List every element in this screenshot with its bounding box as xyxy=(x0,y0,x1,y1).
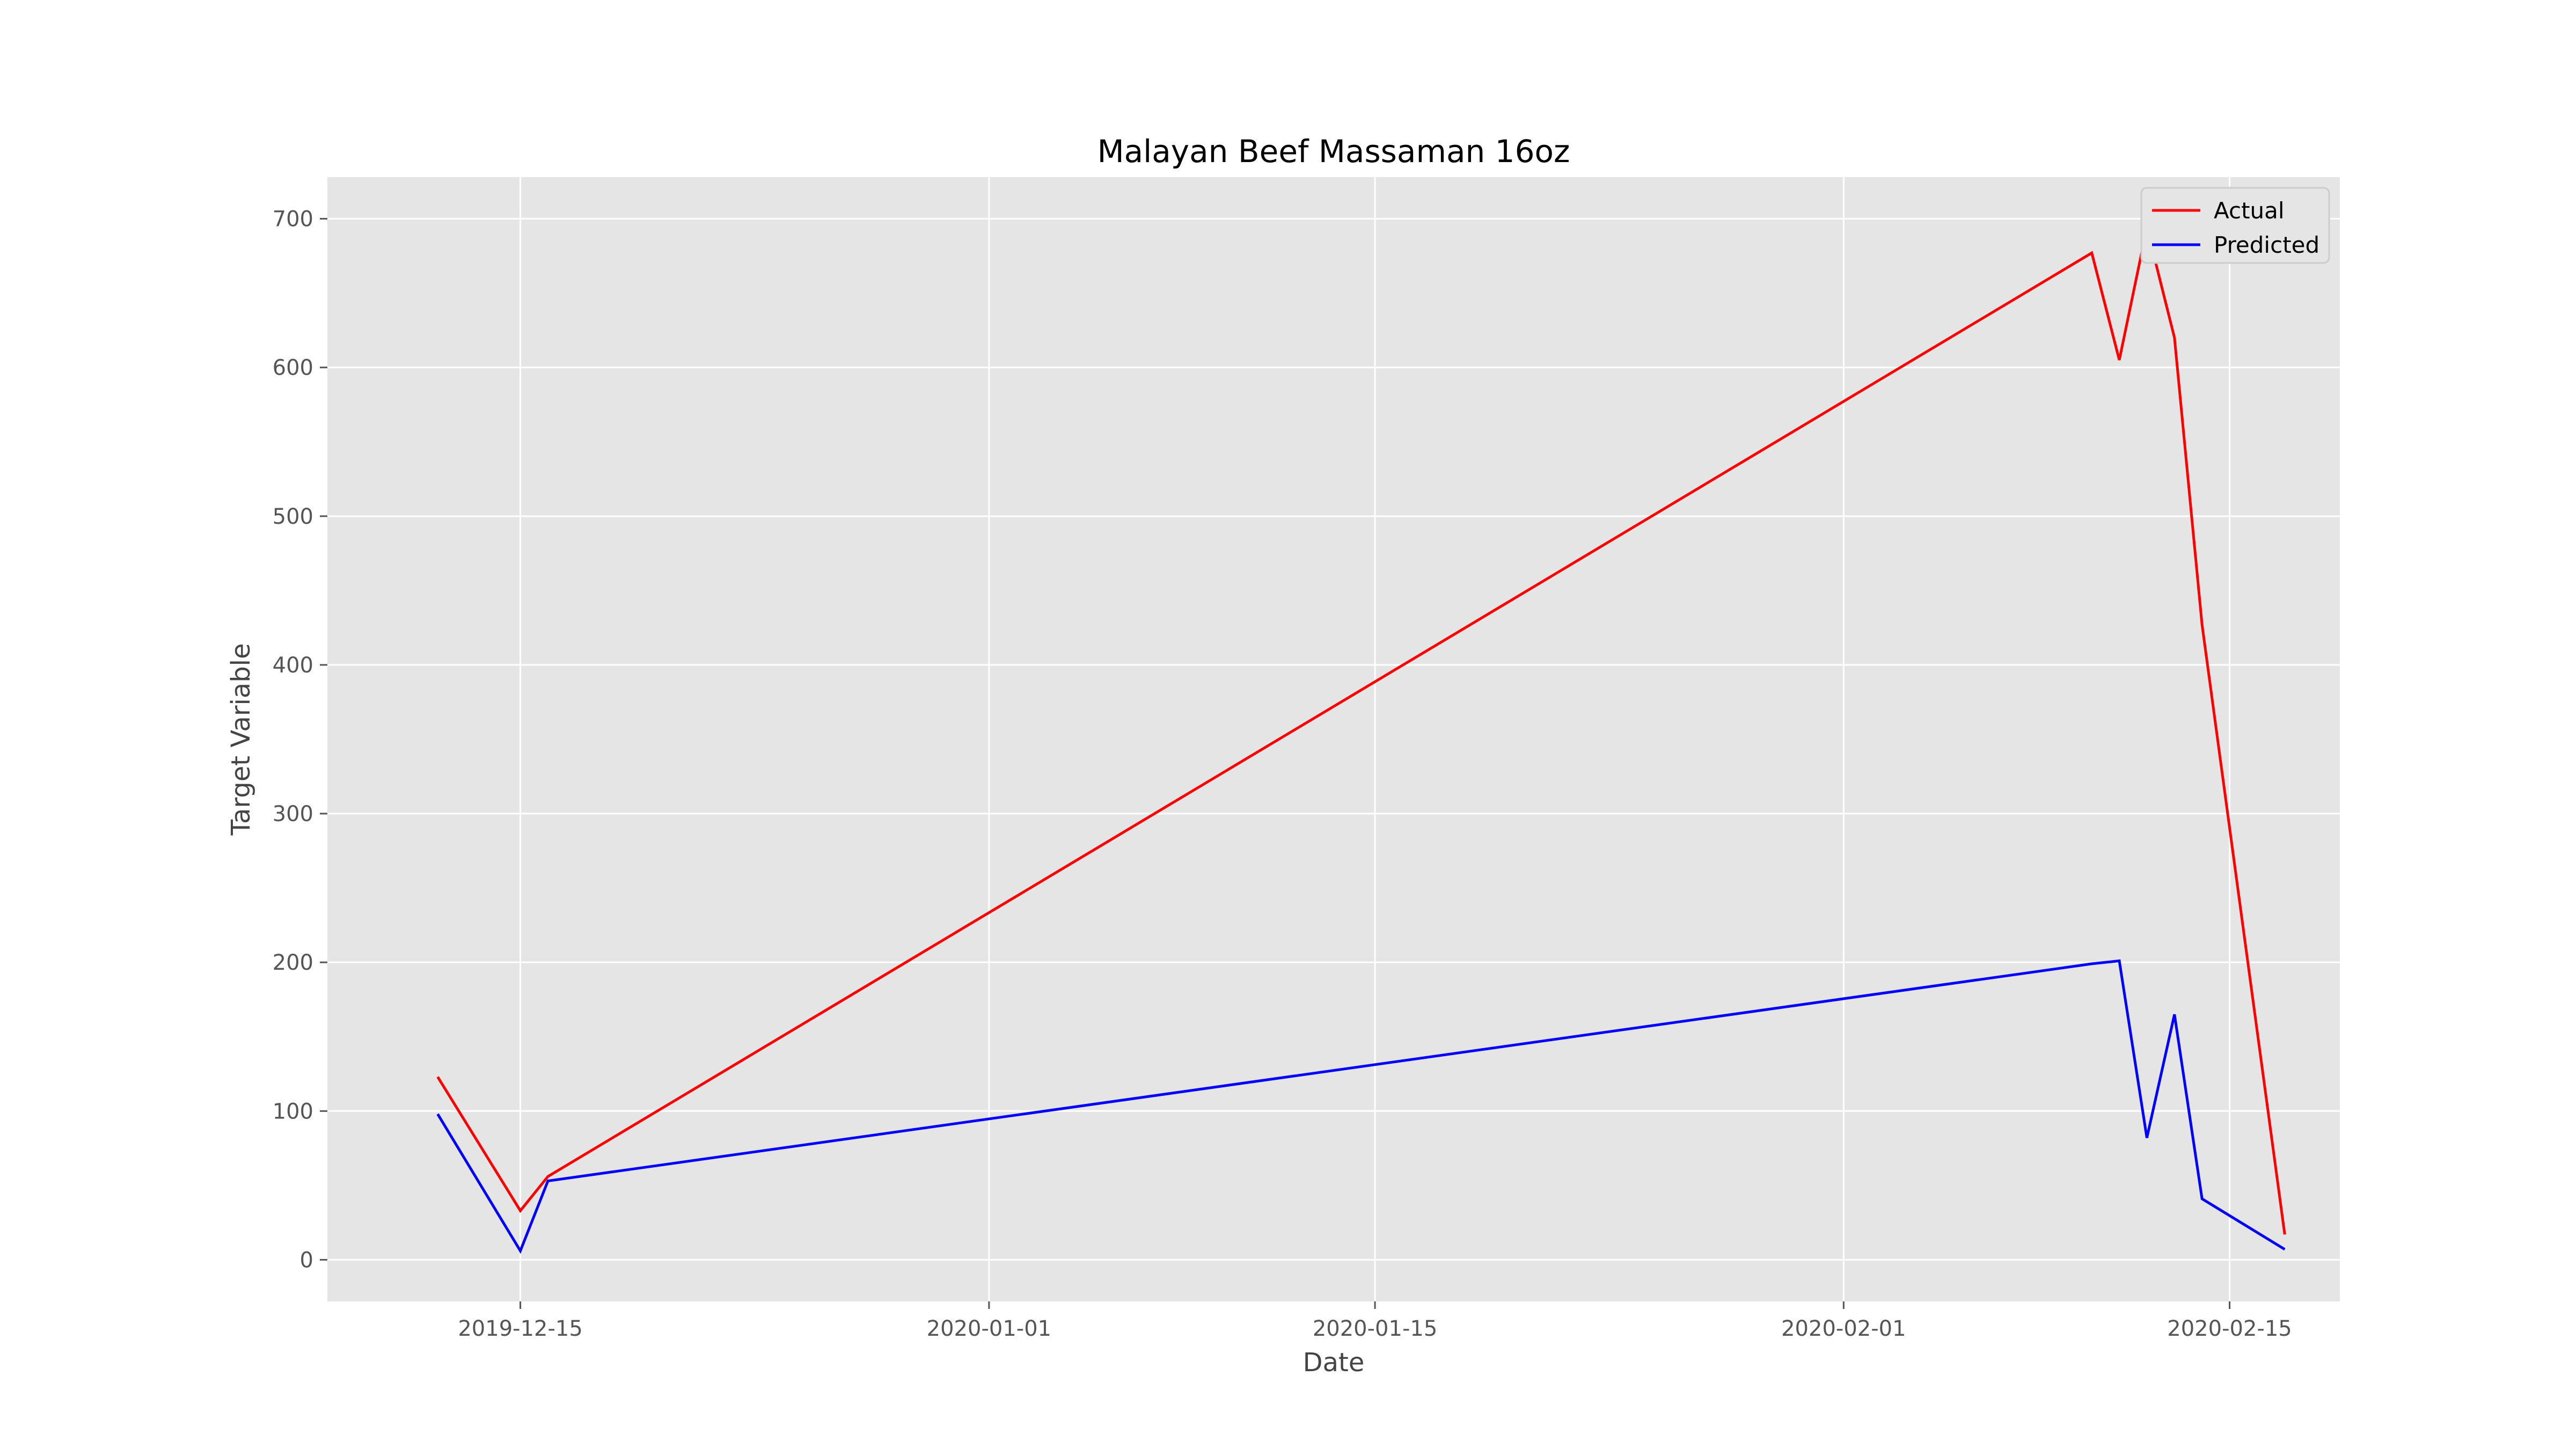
legend: Actual Predicted xyxy=(2140,187,2330,264)
x-tick-label: 2020-01-15 xyxy=(1313,1316,1437,1341)
y-tick-label: 100 xyxy=(273,1099,313,1124)
legend-label-predicted: Predicted xyxy=(2214,232,2319,258)
y-tick-label: 0 xyxy=(300,1248,313,1272)
y-tick-label: 700 xyxy=(273,207,313,232)
ticks: 2019-12-15 2020-01-01 2020-01-15 2020-02-01… xyxy=(273,207,2292,1341)
y-tick-label: 400 xyxy=(273,653,313,678)
legend-label-actual: Actual xyxy=(2214,197,2285,224)
x-tick-label: 2020-01-01 xyxy=(927,1316,1051,1341)
plot-area xyxy=(327,177,2340,1301)
x-tick-label: 2020-02-15 xyxy=(2167,1316,2292,1341)
series-layer xyxy=(436,227,2286,1254)
x-tick-label: 2019-12-15 xyxy=(458,1316,582,1341)
y-axis-label: Target Variable xyxy=(226,643,256,836)
grid xyxy=(327,177,2340,1301)
x-tick-label: 2020-02-01 xyxy=(1781,1316,1906,1341)
x-axis-label: Date xyxy=(1303,1348,1365,1378)
y-tick-label: 300 xyxy=(273,802,313,826)
y-tick-label: 200 xyxy=(273,950,313,975)
series-line-actual xyxy=(436,227,2286,1235)
chart-title: Malayan Beef Massaman 16oz xyxy=(1097,133,1570,170)
series-line-predicted xyxy=(436,959,2286,1254)
y-tick-label: 600 xyxy=(273,356,313,380)
y-tick-label: 500 xyxy=(273,504,313,529)
